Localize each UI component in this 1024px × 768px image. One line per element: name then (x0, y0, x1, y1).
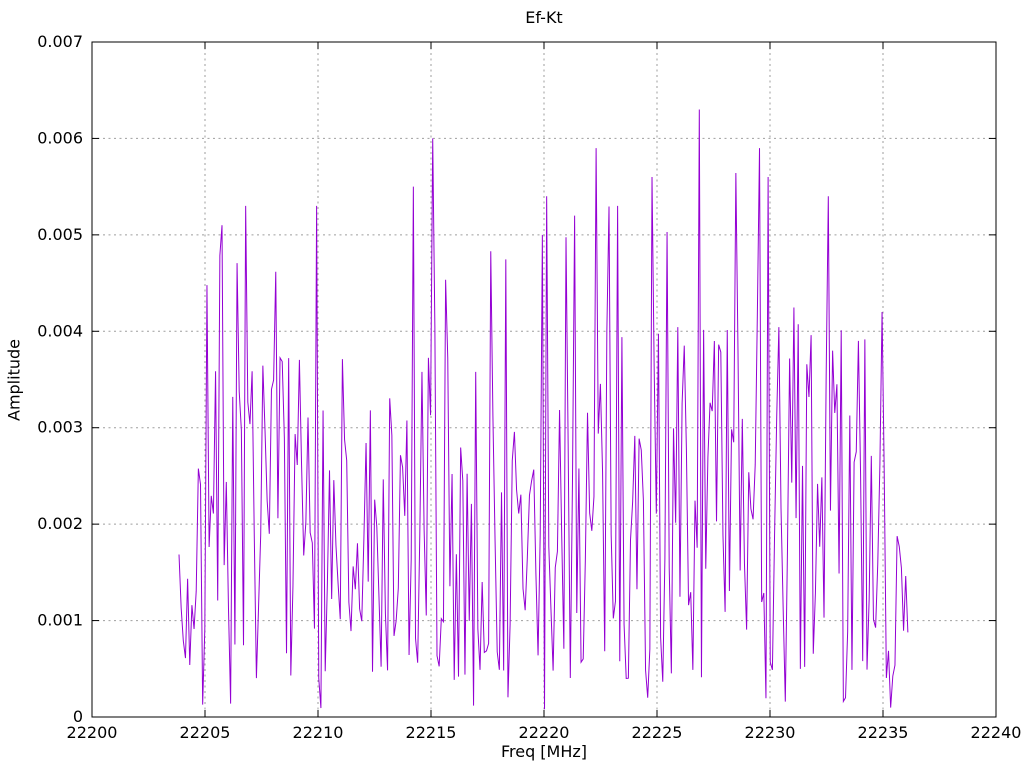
x-tick-label: 22215 (406, 723, 457, 742)
x-tick-label: 22225 (632, 723, 683, 742)
x-axis-label: Freq [MHz] (500, 742, 588, 761)
x-tick-label: 22220 (519, 723, 570, 742)
data-line (178, 109, 909, 710)
y-tick-label: 0.003 (37, 418, 83, 437)
x-tick-label: 22235 (858, 723, 909, 742)
y-tick-label: 0.002 (37, 514, 83, 533)
y-tick-label: 0.007 (37, 32, 83, 51)
x-tick-label: 22210 (293, 723, 344, 742)
y-tick-label: 0.001 (37, 611, 83, 630)
x-tick-label: 22205 (180, 723, 231, 742)
x-tick-label: 22230 (745, 723, 796, 742)
y-axis-label: Amplitude (4, 339, 24, 421)
x-tick-label: 22200 (67, 723, 118, 742)
plot-border (91, 41, 997, 718)
y-tick-label: 0 (73, 707, 83, 726)
y-tick-label: 0.006 (37, 128, 83, 147)
y-tick-label: 0.005 (37, 225, 83, 244)
x-tick-label: 22240 (971, 723, 1022, 742)
y-tick-label: 0.004 (37, 321, 83, 340)
chart-title: Ef-Kt (525, 8, 563, 27)
